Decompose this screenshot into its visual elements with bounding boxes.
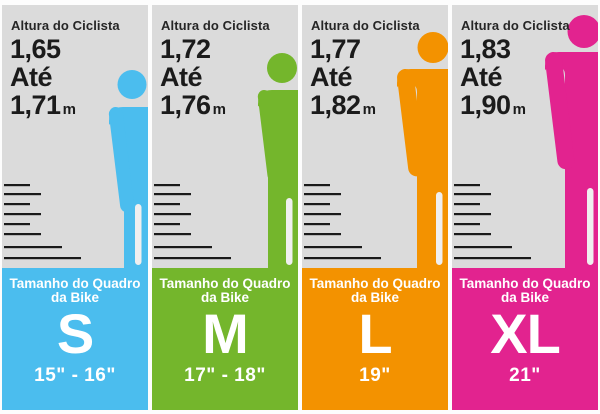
height-to-value: 1,76 m [160, 90, 226, 120]
meters-unit: m [212, 101, 226, 118]
size-letter: S [56, 302, 94, 365]
until-label: Até [310, 62, 353, 92]
person-silhouette-icon [108, 70, 148, 268]
until-label: Até [160, 62, 203, 92]
frame-size-band: Tamanho do Quadro da Bike XL 21" [452, 268, 598, 410]
height-to-value: 1,90 m [460, 90, 526, 120]
panel-title: Altura do Ciclista [161, 18, 270, 33]
ruler-marks-icon [4, 184, 81, 260]
height-from-value: 1,65 [10, 34, 61, 64]
frame-size-label: Tamanho do Quadro da Bike [309, 276, 441, 305]
person-silhouette-icon [257, 53, 298, 268]
ruler-marks-icon [304, 184, 381, 260]
until-label: Até [10, 62, 53, 92]
frame-inches: 19" [359, 365, 391, 386]
ruler-marks-icon [454, 184, 531, 260]
frame-size-band: Tamanho do Quadro da Bike L 19" [302, 268, 448, 410]
ruler-marks-icon [154, 184, 231, 260]
height-panel: Altura do Ciclista 1,65 Até 1,71 m [2, 5, 148, 268]
height-to-value: 1,71 m [10, 90, 76, 120]
meters-unit: m [512, 101, 526, 118]
size-card-m: Altura do Ciclista 1,72 Até 1,76 m Tamanh… [152, 5, 298, 410]
frame-size-label: Tamanho do Quadro da Bike [459, 276, 591, 305]
frame-inches: 21" [509, 365, 541, 386]
frame-size-label: Tamanho do Quadro da Bike [9, 276, 141, 305]
height-from-value: 1,72 [160, 34, 211, 64]
height-from-value: 1,83 [460, 34, 511, 64]
size-letter: M [202, 302, 249, 365]
height-range: 1,65 Até 1,71 m [10, 34, 76, 124]
height-to-value: 1,82 m [310, 90, 376, 120]
until-label: Até [460, 62, 503, 92]
height-panel: Altura do Ciclista 1,77 Até 1,82 m [302, 5, 448, 268]
size-card-l: Altura do Ciclista 1,77 Até 1,82 m Tamanh… [302, 5, 448, 410]
frame-inches: 15" - 16" [34, 365, 116, 386]
panel-title: Altura do Ciclista [311, 18, 420, 33]
meters-unit: m [62, 101, 76, 118]
meters-unit: m [362, 101, 376, 118]
size-letter: XL [490, 302, 561, 365]
size-card-s: Altura do Ciclista 1,65 Até 1,71 m Tamanh… [2, 5, 148, 410]
size-card-xl: Altura do Ciclista 1,83 Até 1,90 m Tamanh… [452, 5, 598, 410]
person-silhouette-icon [396, 32, 448, 268]
panel-title: Altura do Ciclista [461, 18, 570, 33]
height-range: 1,72 Até 1,76 m [160, 34, 226, 124]
person-silhouette-icon [544, 15, 598, 268]
panel-title: Altura do Ciclista [11, 18, 120, 33]
frame-inches: 17" - 18" [184, 365, 266, 386]
height-panel: Altura do Ciclista 1,72 Até 1,76 m [152, 5, 298, 268]
height-range: 1,77 Até 1,82 m [310, 34, 376, 124]
height-panel: Altura do Ciclista 1,83 Até 1,90 m [452, 5, 598, 268]
frame-size-band: Tamanho do Quadro da Bike S 15" - 16" [2, 268, 148, 410]
height-from-value: 1,77 [310, 34, 361, 64]
size-letter: L [358, 302, 392, 365]
height-range: 1,83 Até 1,90 m [460, 34, 526, 124]
frame-size-band: Tamanho do Quadro da Bike M 17" - 18" [152, 268, 298, 410]
frame-size-label: Tamanho do Quadro da Bike [159, 276, 291, 305]
